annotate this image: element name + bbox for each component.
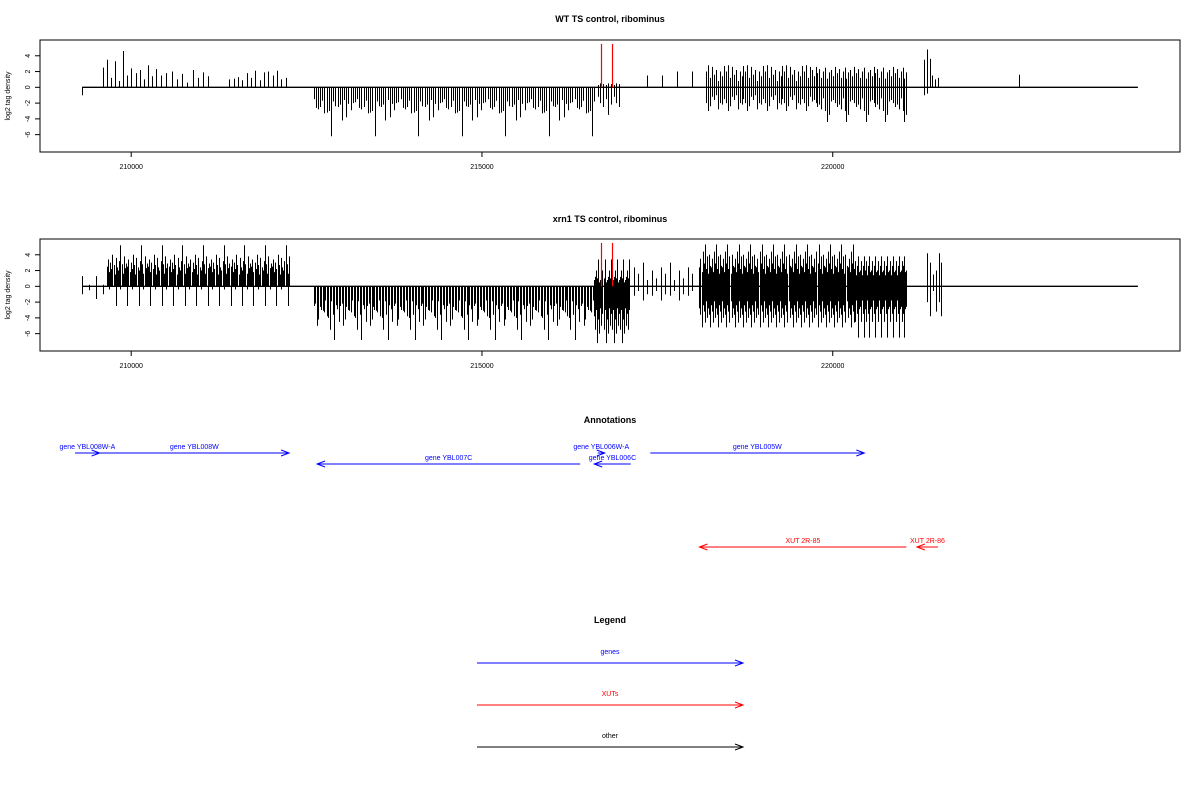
arrow-head [915, 543, 926, 551]
arrow-head [734, 743, 745, 751]
y-tick-label: 0 [25, 85, 32, 89]
panel-title: xrn1 TS control, ribominus [553, 214, 668, 224]
x-tick-label: 210000 [120, 363, 143, 370]
wt-coverage-panel: WT TS control, ribominus log2 tag densit… [5, 14, 1181, 171]
y-tick-label: -4 [25, 116, 32, 122]
arrow-head [698, 543, 708, 551]
feature-label: XUT 2R-85 [785, 538, 820, 545]
feature-label: gene YBL005W [733, 444, 782, 451]
feature-arrows: gene YBL008W-A gene YBL008W gene YBL007C ge… [59, 444, 945, 551]
panel-title: WT TS control, ribominus [555, 14, 665, 24]
y-tick-label: -6 [25, 330, 32, 336]
y-tick-label: -6 [25, 131, 32, 137]
y-tick-label: 2 [25, 269, 32, 273]
legend-label: other [602, 733, 619, 740]
arrow-head [592, 460, 603, 468]
legend: Legend genes XUTs other [477, 615, 745, 751]
y-axis-label: log2 tag density [5, 71, 12, 121]
x-tick-label: 210000 [120, 164, 143, 171]
axis-ticks: 4 2 0 -2 -4 -6 210000 215000 220000 [25, 54, 845, 171]
x-tick-label: 220000 [821, 164, 844, 171]
plot-frame [39, 39, 1181, 153]
coverage-marks [82, 43, 1138, 137]
feature-label: gene YBL006W-A [573, 444, 629, 451]
legend-title: Legend [594, 615, 626, 625]
legend-label: genes [600, 649, 620, 656]
y-tick-label: 0 [25, 284, 32, 288]
arrow-head [596, 449, 607, 457]
annotations-title: Annotations [584, 415, 637, 425]
plot-frame [39, 238, 1181, 352]
feature-label: gene YBL007C [425, 455, 472, 462]
x-tick-label: 220000 [821, 363, 844, 370]
legend-items: genes XUTs other [477, 649, 745, 751]
arrow-head [734, 659, 745, 667]
y-tick-label: -2 [25, 100, 32, 106]
arrow-head [315, 460, 326, 468]
y-tick-label: -2 [25, 299, 32, 305]
arrow-head [734, 701, 745, 709]
arrow-head [856, 449, 866, 457]
y-axis-label: log2 tag density [5, 270, 12, 320]
y-tick-label: 4 [25, 54, 32, 58]
feature-label: XUT 2R-86 [910, 538, 945, 545]
y-tick-label: 4 [25, 253, 32, 257]
arrow-head [280, 449, 291, 457]
legend-label: XUTs [602, 691, 619, 698]
y-tick-label: 2 [25, 70, 32, 74]
annotations-track: Annotations gene YBL008W-A gene YBL008Wge… [59, 415, 945, 551]
x-tick-label: 215000 [470, 164, 493, 171]
y-tick-label: -4 [25, 315, 32, 321]
x-tick-label: 215000 [470, 363, 493, 370]
feature-label: gene YBL006C [589, 455, 636, 462]
feature-label: gene YBL008W-A [59, 444, 115, 451]
coverage-marks [82, 242, 1138, 344]
feature-label: gene YBL008W [170, 444, 219, 451]
xrn1-coverage-panel: xrn1 TS control, ribominus log2 tag dens… [5, 214, 1181, 370]
axis-ticks: 4 2 0 -2 -4 -6 210000 215000 220000 [25, 253, 845, 370]
